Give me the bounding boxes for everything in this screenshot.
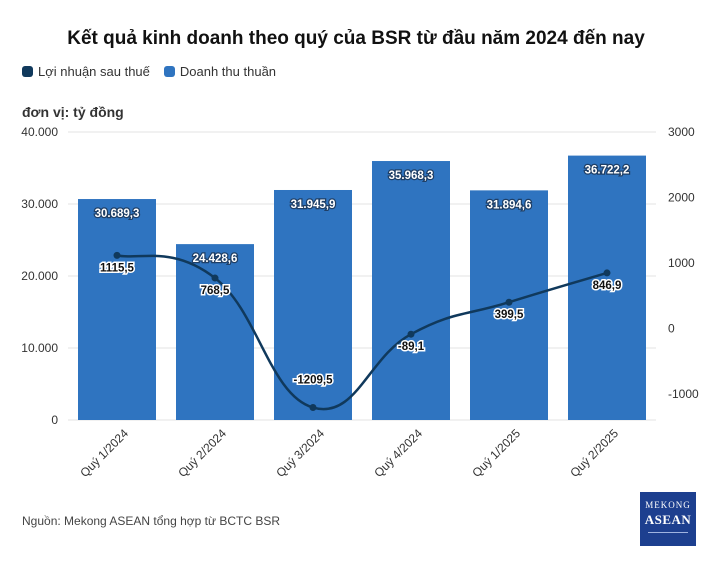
y-left-tick-label: 20.000 — [21, 269, 58, 283]
line-value-label: -1209,5 — [293, 375, 333, 387]
bar-value-label: 30.689,3 — [95, 208, 140, 220]
line-point — [309, 404, 317, 412]
x-tick-label: Quý 1/2024 — [77, 426, 131, 480]
unit-label: đơn vị: tỷ đồng — [22, 104, 124, 120]
x-tick-label: Quý 1/2025 — [469, 426, 523, 480]
bar-value-label: 35.968,3 — [389, 170, 434, 182]
legend-swatch-profit — [22, 66, 33, 77]
legend-item-revenue[interactable]: Doanh thu thuần — [163, 64, 277, 79]
line-value-label: 399,5 — [495, 309, 524, 321]
line-point — [603, 269, 611, 277]
legend-label-profit: Lợi nhuận sau thuế — [38, 64, 150, 79]
y-right-tick-label: -1000 — [668, 387, 699, 401]
y-right-tick-label: 1000 — [668, 256, 695, 270]
y-right-tick-label: 2000 — [668, 190, 695, 204]
y-right-tick-label: 0 — [668, 321, 675, 335]
line-point — [505, 298, 513, 306]
bar — [568, 155, 646, 420]
bar — [78, 199, 156, 420]
line-value-label: 846,9 — [593, 280, 622, 292]
bar-value-label: 36.722,2 — [585, 165, 630, 177]
line-value-label: 768,5 — [201, 285, 230, 297]
bar — [176, 244, 254, 420]
bar — [274, 189, 352, 420]
bar-value-label: 31.894,6 — [487, 199, 532, 211]
legend-swatch-revenue — [163, 66, 175, 77]
line-point — [211, 274, 219, 282]
y-left-tick-label: 30.000 — [21, 197, 58, 211]
line-value-label: -89,1 — [398, 341, 425, 353]
logo-line-1: MEKONG — [645, 500, 691, 510]
chart-title: Kết quả kinh doanh theo quý của BSR từ đ… — [67, 28, 645, 49]
bar — [372, 161, 450, 420]
logo-line-2: ASEAN — [644, 512, 692, 527]
y-left-tick-label: 0 — [51, 413, 58, 427]
y-left-tick-label: 10.000 — [21, 341, 58, 355]
x-tick-label: Quý 4/2024 — [371, 426, 425, 480]
legend-label-revenue: Doanh thu thuần — [179, 64, 277, 79]
mekong-asean-logo: MEKONG ASEAN — [640, 492, 696, 546]
bar-value-label: 31.945,9 — [291, 199, 336, 211]
legend-item-profit[interactable]: Lợi nhuận sau thuế — [22, 64, 150, 79]
y-right-tick-label: 3000 — [668, 125, 695, 139]
logo-rule — [648, 532, 688, 533]
x-tick-label: Quý 3/2024 — [273, 426, 327, 480]
line-point — [113, 251, 121, 259]
bar-value-label: 24.428,6 — [193, 253, 238, 265]
y-left-tick-label: 40.000 — [21, 125, 58, 139]
x-tick-label: Quý 2/2024 — [175, 426, 229, 480]
line-value-label: 1115,5 — [100, 262, 135, 274]
profit-line — [116, 254, 608, 411]
x-tick-label: Quý 2/2025 — [567, 426, 621, 480]
source-note: Nguồn: Mekong ASEAN tổng hợp từ BCTC BSR — [22, 514, 281, 528]
line-point — [407, 330, 415, 338]
legend: Lợi nhuận sau thuế Doanh thu thuần — [22, 64, 276, 79]
